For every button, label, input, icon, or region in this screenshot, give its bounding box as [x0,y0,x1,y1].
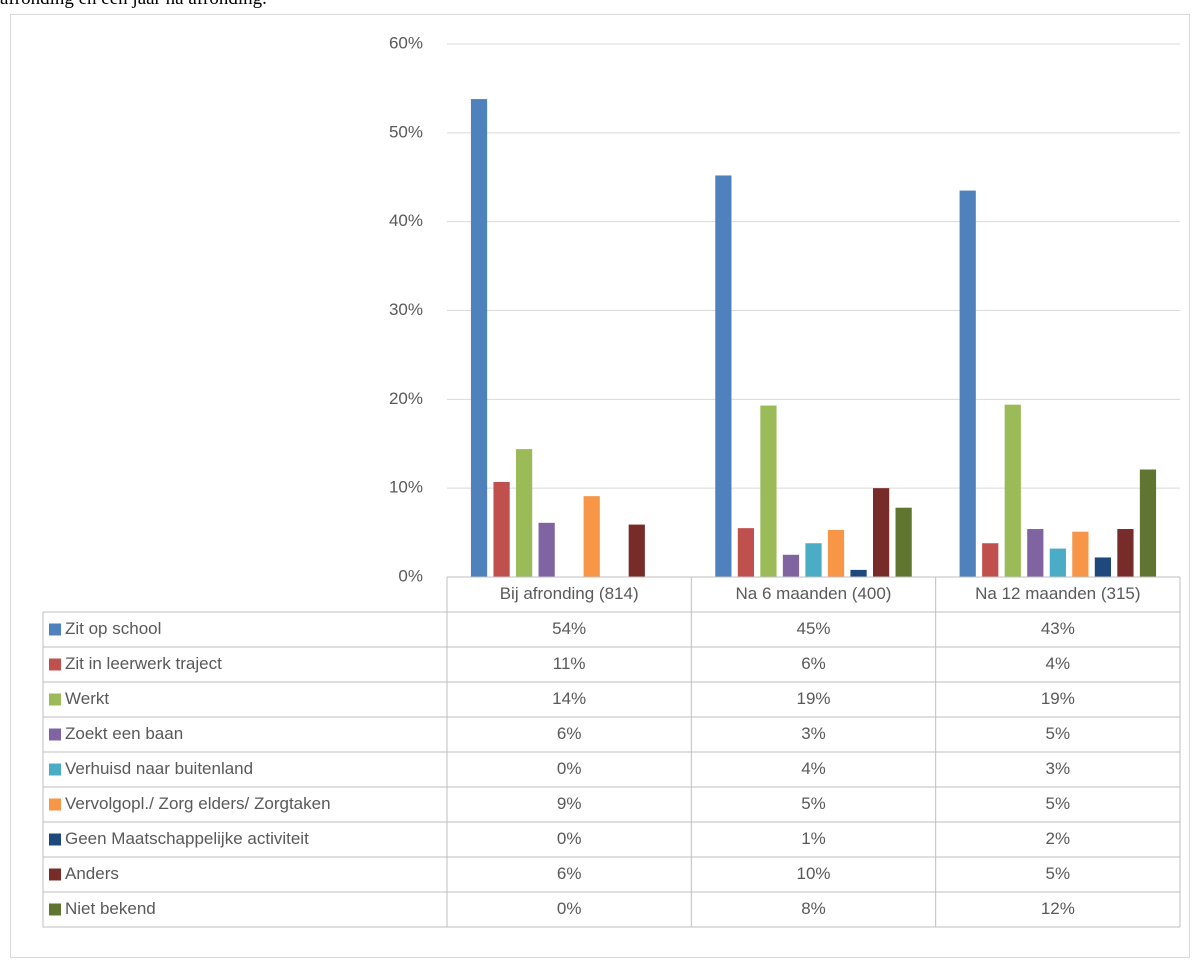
data-label: 5% [801,794,826,813]
data-label: 0% [557,899,582,918]
page-caption: afronding en een jaar na afronding. [0,0,267,10]
data-label: 14% [552,689,586,708]
bar [583,496,600,577]
data-label: 43% [1041,619,1075,638]
data-label: 6% [801,654,826,673]
series-name: Zoekt een baan [65,724,183,743]
y-tick-label: 0% [398,566,423,585]
bar [493,481,510,577]
bar [470,99,488,578]
legend-key [49,658,61,671]
bar [737,528,755,577]
data-label: 45% [796,619,830,638]
bar [1004,404,1021,577]
y-tick-label: 60% [389,33,423,52]
data-label: 1% [801,829,826,848]
bar [628,524,645,577]
series-name: Niet bekend [65,899,156,918]
y-tick-label: 20% [389,389,423,408]
bar [872,488,890,577]
data-label: 3% [801,724,826,743]
legend-key [49,728,61,741]
data-label: 0% [557,829,582,848]
bar [982,543,999,577]
legend-key [49,623,61,636]
series-name: Werkt [65,689,109,708]
bar [1049,548,1066,577]
legend-key [49,693,61,706]
bar [895,507,912,577]
data-label: 2% [1046,829,1071,848]
series-name: Geen Maatschappelijke activiteit [65,829,309,848]
legend-key [49,763,61,776]
bar [850,569,867,577]
bar [827,529,845,577]
series-name: Verhuisd naar buitenland [65,759,253,778]
data-label: 5% [1046,724,1071,743]
chart-frame: 0% 10% 20% 30% 40% 50% 60% Bij afronding (814) N… [10,14,1190,958]
bar [760,405,777,577]
series-name: Zit in leerwerk traject [65,654,222,673]
y-tick-label: 40% [389,211,423,230]
legend-key [49,903,61,916]
series-name: Vervolgopl./ Zorg elders/ Zorgtaken [65,794,331,813]
data-label: 5% [1046,864,1071,883]
data-label: 5% [1046,794,1071,813]
data-label: 19% [1041,689,1075,708]
category-label: Na 6 maanden (400) [736,584,892,603]
series-name: Zit op school [65,619,161,638]
data-label: 0% [557,759,582,778]
data-label: 54% [552,619,586,638]
data-label: 19% [796,689,830,708]
series-name: Anders [65,864,119,883]
bar [959,190,976,577]
bar [1027,529,1044,577]
data-label: 6% [557,724,582,743]
data-label: 4% [801,759,826,778]
data-label: 10% [796,864,830,883]
data-label: 9% [557,794,582,813]
data-label: 12% [1041,899,1075,918]
bar [1117,529,1134,577]
bar [1094,557,1112,577]
bar [1139,469,1157,577]
category-label: Bij afronding (814) [500,584,639,603]
bar [515,449,533,577]
data-label: 11% [553,654,586,673]
data-label: 6% [557,864,582,883]
data-label: 4% [1046,654,1071,673]
bar [715,175,732,577]
legend-key [49,833,61,846]
legend-key [49,868,61,881]
bar [1072,531,1089,577]
bar [538,522,555,577]
y-tick-label: 30% [389,300,423,319]
bar [782,554,800,577]
data-label: 8% [801,899,826,918]
legend-key [49,798,61,811]
bar [805,543,822,577]
bar-chart-with-data-table: 0% 10% 20% 30% 40% 50% 60% Bij afronding (814) N… [42,33,1181,928]
data-label: 3% [1046,759,1071,778]
category-label: Na 12 maanden (315) [975,584,1140,603]
y-tick-label: 50% [389,122,423,141]
y-tick-label: 10% [389,478,423,497]
